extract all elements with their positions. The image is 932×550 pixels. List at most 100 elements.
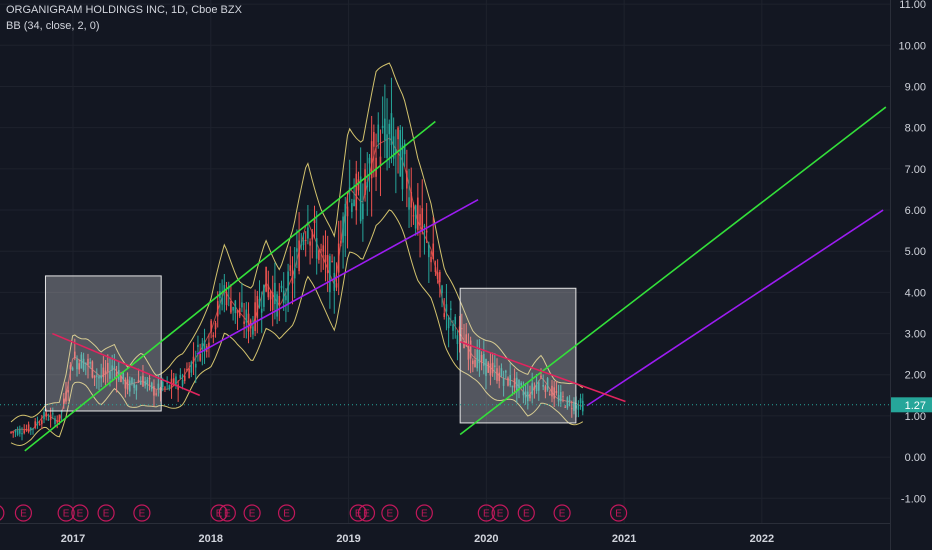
candle-body [56,420,59,423]
trendline-4[interactable] [586,209,884,407]
candle-body [478,349,481,364]
candle-body [570,408,573,410]
candle-body [93,375,96,378]
trendline-2[interactable] [459,106,887,436]
x-tick-label: 2020 [474,533,498,545]
candle-body [54,418,56,425]
candle-body [104,370,107,375]
candle-body [177,384,179,390]
trendline-5[interactable] [52,332,201,397]
candle-body [161,381,164,388]
candle-body [256,296,259,318]
candle-body [428,244,430,258]
candle-body [166,382,168,384]
candle-body [491,362,494,374]
earnings-event-marker[interactable] [415,504,433,522]
candle-body [293,268,296,279]
candle-body [322,245,325,252]
earnings-event-marker[interactable] [357,504,376,522]
candle-body [159,388,162,394]
candle-body [201,343,204,350]
candle-body [188,368,190,379]
candle-body [331,260,333,262]
candle-body [186,369,188,371]
candle-body [487,362,490,373]
candle-body [553,387,555,399]
earnings-event-marker[interactable] [243,504,261,522]
candle-body [27,424,30,432]
candle-body [425,230,428,233]
chart-title: ORGANIGRAM HOLDINGS INC, 1D, Cboe BZX [6,4,242,16]
earnings-event-marker[interactable] [553,504,571,522]
candle-body [461,328,463,330]
candle-body [135,385,138,391]
candle-body [113,366,116,368]
candle-body [529,394,531,399]
drawings[interactable] [0,106,890,452]
candle-body [500,368,503,377]
earnings-event-marker[interactable] [491,504,509,522]
earnings-event-label: E [20,509,27,520]
candle-body [133,383,135,388]
candle-body [511,385,514,388]
candle-body [98,376,100,379]
earnings-event-marker[interactable] [0,505,5,521]
trendline-3[interactable] [196,199,479,355]
candle-body [340,240,342,244]
rectangle-drawing-2[interactable] [459,287,577,424]
earnings-event-label: E [387,509,394,520]
earnings-event-label: E [103,509,110,520]
candle-body [269,291,272,300]
earnings-event-marker[interactable] [97,504,115,522]
earnings-event-label: E [497,509,504,520]
x-tick-label: 2021 [612,533,636,545]
candle-body [216,301,219,317]
earnings-event-marker[interactable] [210,504,228,522]
candle-body [579,398,582,404]
candle-body [353,199,355,207]
earnings-event-marker[interactable] [277,504,296,522]
candle-body [267,285,270,298]
candle-body [265,266,267,292]
price-axis-panel [890,0,932,550]
earnings-event-label: E [77,509,84,520]
earnings-event-marker[interactable] [477,504,495,522]
candle-body [181,379,184,386]
candle-body [434,267,437,272]
candle-body [34,421,37,428]
y-tick-label: 11.00 [899,0,926,11]
candle-body [524,391,527,398]
earnings-event-marker[interactable] [57,504,75,522]
candle-body [366,182,369,188]
earnings-event-label: E [559,509,566,520]
trendline-1[interactable] [24,120,436,452]
earnings-event-marker[interactable] [349,504,367,522]
earnings-event-marker[interactable] [71,504,89,522]
candle-body [260,308,263,313]
candle-body [555,391,558,393]
earnings-event-label: E [421,509,428,520]
earnings-events[interactable]: EEEEEEEEEEEEEEEEEEE [0,504,628,522]
candle-body [19,429,21,434]
earnings-event-marker[interactable] [517,504,535,522]
earnings-event-marker[interactable] [14,504,33,522]
candle-body [41,420,43,425]
candle-body [436,272,439,279]
candle-body [45,412,48,417]
y-tick-label: 4.00 [905,287,926,299]
candle-body [241,302,243,308]
earnings-event-marker[interactable] [218,504,236,522]
trendline-6[interactable] [459,341,626,403]
earnings-event-marker[interactable] [133,504,151,522]
candle-body [126,379,129,390]
earnings-event-marker[interactable] [381,504,399,522]
candle-body [16,429,19,435]
candle-body [388,123,391,135]
rectangle-drawing-1[interactable] [44,275,162,412]
candle-body [296,248,298,252]
candle-body [386,134,388,158]
candle-body [472,360,474,365]
earnings-event-marker[interactable] [609,504,628,522]
